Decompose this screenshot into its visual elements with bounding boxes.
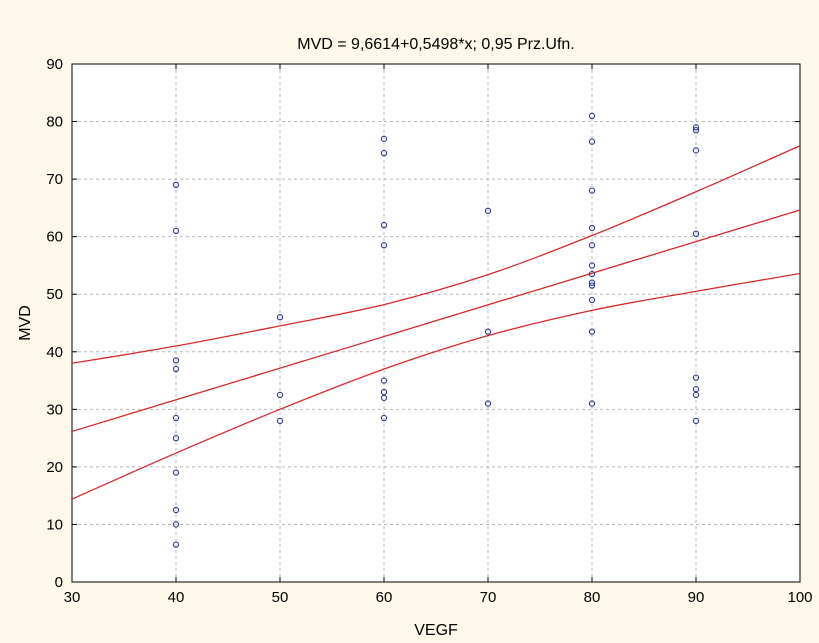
data-point (692, 374, 700, 381)
data-point (588, 282, 596, 289)
y-tick-label: 90 (46, 56, 63, 73)
data-point (588, 224, 596, 232)
regression-line (71, 209, 801, 433)
data-point (380, 222, 388, 229)
y-tick-label: 70 (46, 171, 63, 188)
y-tick-label: 10 (46, 516, 63, 533)
x-tick-label: 40 (168, 589, 185, 606)
data-point (692, 386, 700, 393)
data-point (692, 147, 700, 154)
y-tick-label: 40 (46, 344, 63, 361)
data-point (172, 357, 180, 364)
data-point (276, 417, 284, 424)
y-tick-label: 60 (46, 229, 63, 246)
data-point (276, 314, 284, 321)
y-tick-label: 30 (46, 401, 63, 418)
x-tick-label: 90 (688, 589, 705, 606)
data-point (172, 521, 180, 528)
grid-layer (72, 64, 800, 582)
y-tick-label: 20 (46, 459, 63, 476)
data-point (172, 181, 180, 189)
data-point (380, 414, 388, 422)
x-tick-label: 60 (376, 589, 393, 606)
data-point (380, 388, 388, 396)
data-point (172, 434, 180, 442)
y-tick-label: 50 (46, 286, 63, 303)
data-point (172, 414, 180, 422)
data-point (380, 394, 388, 401)
data-point (276, 391, 284, 399)
data-point (588, 242, 596, 249)
y-tick-label: 80 (46, 114, 63, 131)
upper-ci-line (71, 145, 801, 364)
data-point (692, 230, 700, 237)
y-axis-title: MVD (17, 305, 34, 341)
point-layer (172, 112, 700, 548)
line-layer (71, 145, 801, 500)
data-point (588, 328, 596, 335)
x-tick-label: 100 (787, 589, 812, 606)
data-point (172, 227, 180, 235)
data-point (588, 138, 596, 145)
data-point (380, 242, 388, 249)
x-axis-title: VEGF (414, 622, 458, 639)
data-point (588, 112, 596, 119)
lower-ci-line (71, 272, 801, 500)
x-tick-label: 80 (584, 589, 601, 606)
data-point (380, 377, 388, 384)
data-point (588, 262, 596, 269)
plot-area (71, 63, 801, 583)
data-point (380, 135, 388, 142)
data-point (588, 279, 596, 286)
data-point (484, 207, 492, 214)
data-point (692, 127, 700, 134)
data-point (588, 187, 596, 194)
x-tick-label: 70 (480, 589, 497, 606)
data-point (692, 391, 700, 399)
data-point (588, 296, 596, 304)
data-point (172, 541, 180, 548)
data-point (172, 469, 180, 476)
x-tick-label: 50 (272, 589, 289, 606)
data-point (172, 506, 180, 514)
axis-layer: 30 40 50 60 70 80 90 100 0 10 20 30 40 50 60 70 80 90 (46, 56, 812, 606)
data-point (484, 328, 492, 335)
data-point (484, 400, 492, 407)
data-point (380, 150, 388, 157)
data-point (172, 365, 180, 373)
y-tick-label: 0 (55, 574, 63, 591)
data-point (588, 270, 596, 278)
data-point (588, 400, 596, 407)
data-point (692, 417, 700, 424)
x-tick-label: 30 (64, 589, 81, 606)
chart-title: MVD = 9,6614+0,5498*x; 0,95 Prz.Ufn. (297, 36, 575, 53)
data-point (692, 124, 700, 131)
